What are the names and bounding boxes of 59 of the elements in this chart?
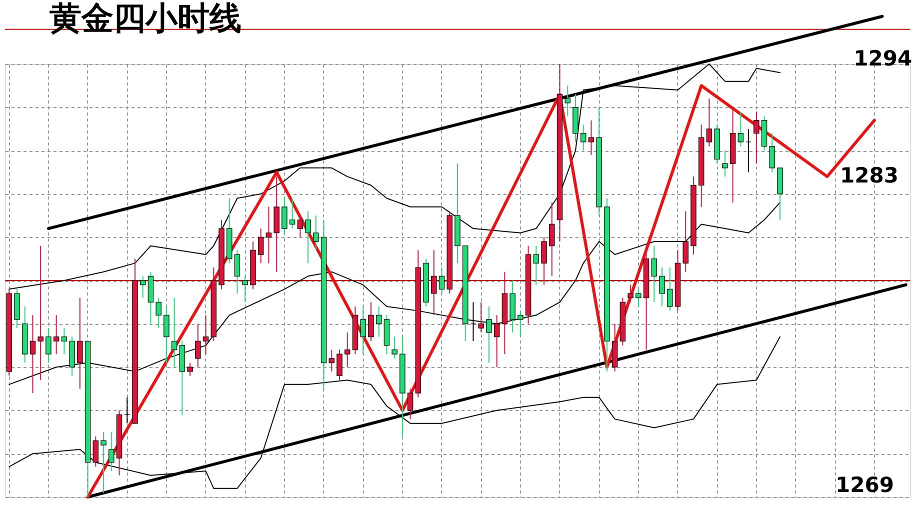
candlestick — [682, 210, 688, 272]
candlestick — [470, 302, 476, 342]
annotation: 1294 — [854, 46, 912, 71]
candlestick — [242, 276, 248, 303]
candlestick — [234, 250, 240, 294]
candlestick — [92, 436, 99, 468]
candlestick — [328, 349, 334, 372]
candlestick — [518, 310, 524, 338]
candlestick — [651, 245, 658, 303]
candlestick — [628, 284, 634, 303]
candlestick — [46, 328, 52, 364]
candlestick — [588, 120, 594, 156]
candlestick — [202, 314, 209, 355]
candlestick — [195, 323, 201, 368]
candlestick — [494, 314, 500, 368]
candlestick — [297, 215, 304, 238]
candlestick — [282, 198, 288, 234]
candlestick — [258, 228, 264, 264]
candlestick — [187, 362, 193, 376]
candlestick — [431, 250, 437, 316]
candlestick — [659, 267, 665, 307]
candlestick — [53, 314, 60, 355]
candlestick — [344, 332, 350, 368]
candlestick — [541, 236, 547, 286]
annotation: 1269 — [836, 473, 894, 498]
candlestick — [564, 85, 570, 116]
candlestick — [392, 336, 398, 359]
candlestick — [313, 215, 319, 251]
candlestick — [407, 388, 414, 420]
candlestick — [769, 132, 775, 173]
candlestick — [438, 267, 445, 294]
candlestick — [478, 302, 484, 333]
candlestick — [722, 150, 728, 178]
candlestick — [580, 124, 586, 152]
candlestick — [376, 306, 382, 338]
candlestick — [706, 98, 712, 147]
candlestick — [305, 210, 311, 264]
candlestick — [108, 432, 114, 472]
candlestick — [549, 202, 555, 277]
candlestick — [156, 297, 162, 329]
candlestick — [140, 276, 146, 298]
candlestick — [164, 306, 170, 364]
candlestick — [368, 302, 374, 342]
candlestick — [124, 396, 130, 424]
annotation: 1283 — [840, 164, 898, 188]
candlestick — [754, 111, 760, 164]
candlestick — [667, 267, 673, 312]
candlestick — [486, 306, 492, 364]
candlestick — [738, 111, 744, 147]
candlestick — [360, 306, 366, 355]
candlestick — [746, 128, 752, 173]
candlestick — [171, 297, 178, 368]
candlestick — [61, 328, 68, 355]
candlestick — [336, 349, 342, 381]
candlestick — [289, 198, 296, 230]
candlestick — [266, 206, 272, 264]
candlestick — [533, 245, 540, 286]
candlestick — [636, 288, 642, 307]
chart-title: 黄金四小时线 — [50, 0, 242, 37]
